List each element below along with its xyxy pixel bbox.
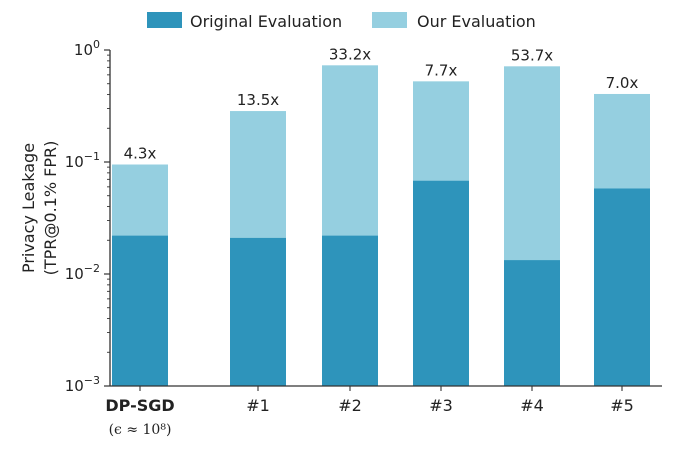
x-tick-label-3: #2 xyxy=(338,396,362,415)
bar-original-evaluation-1 xyxy=(112,235,168,386)
y-axis-title-line-2: (TPR@0.1% FPR) xyxy=(41,141,60,276)
x-tick-label-5: #4 xyxy=(520,396,544,415)
bar-original-evaluation-2 xyxy=(230,237,286,386)
x-tick-label-1: DP-SGD xyxy=(105,396,174,415)
x-tick-sublabel-1: (ϵ ≈ 10⁸) xyxy=(109,422,172,438)
x-tick-label-6: #5 xyxy=(610,396,634,415)
bar-original-evaluation-6 xyxy=(594,188,650,386)
y-axis-title-line-1: Privacy Leakage xyxy=(19,143,38,273)
bars xyxy=(112,65,650,387)
bar-ratio-label-5: 53.7x xyxy=(511,46,553,64)
y-tick-label-4: 100 xyxy=(74,38,100,59)
legend-label-2: Our Evaluation xyxy=(417,12,536,31)
bar-original-evaluation-3 xyxy=(322,235,378,386)
bar-original-evaluation-4 xyxy=(413,180,469,386)
bar-ratio-label-2: 13.5x xyxy=(237,91,279,109)
legend-swatch-1 xyxy=(147,12,182,28)
bar-ratio-label-1: 4.3x xyxy=(124,144,157,162)
y-tick-label-3: 10−1 xyxy=(65,150,100,171)
bar-ratio-label-6: 7.0x xyxy=(606,74,639,92)
x-tick-label-4: #3 xyxy=(429,396,453,415)
legend-label-1: Original Evaluation xyxy=(190,12,342,31)
bar-labels: 4.3x 13.5x 33.2x 7.7x 53.7x 7.0x xyxy=(124,45,639,162)
axes: 10−3 10−2 10−1 100 Privacy Leakage (TPR@0.1% … xyxy=(19,38,662,438)
x-tick-label-2: #1 xyxy=(246,396,270,415)
bar-ratio-label-3: 33.2x xyxy=(329,45,371,63)
y-tick-label-2: 10−2 xyxy=(65,262,100,283)
legend: Original Evaluation Our Evaluation xyxy=(147,12,536,31)
y-axis-title: Privacy Leakage (TPR@0.1% FPR) xyxy=(19,141,60,276)
bar-ratio-label-4: 7.7x xyxy=(425,61,458,79)
legend-swatch-2 xyxy=(372,12,407,28)
y-tick-label-1: 10−3 xyxy=(65,374,100,395)
bar-original-evaluation-5 xyxy=(504,260,560,386)
